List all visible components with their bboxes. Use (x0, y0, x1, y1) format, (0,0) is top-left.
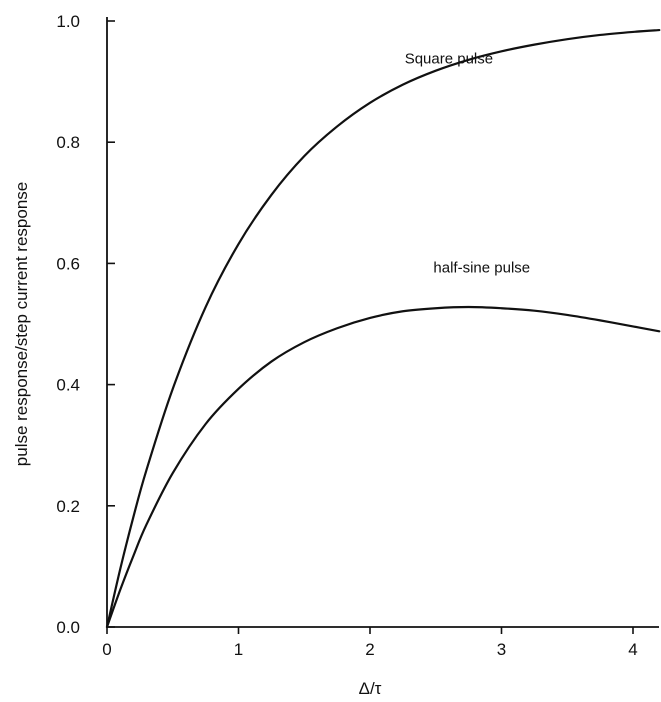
axes (106, 17, 659, 628)
y-tick-label: 0.2 (56, 497, 80, 516)
x-tick-label: 4 (628, 640, 637, 659)
half-sine-pulse-label: half-sine pulse (433, 259, 530, 276)
square-pulse-line (105, 28, 661, 629)
x-tick-label: 3 (497, 640, 506, 659)
x-tick-label: 1 (234, 640, 243, 659)
ticks: 0 1 2 3 4 0.0 0.2 0.4 0.6 0.8 1.0 (56, 12, 637, 659)
x-tick-label: 2 (365, 640, 374, 659)
square-pulse-label: Square pulse (405, 50, 493, 67)
annotations: Square pulse half-sine pulse (405, 50, 530, 276)
x-tick-label: 0 (102, 640, 111, 659)
series-group (105, 28, 661, 629)
y-axis-label: pulse response/step current response (12, 182, 31, 466)
y-tick-label: 0.4 (56, 376, 80, 395)
y-tick-label: 0.0 (56, 618, 80, 637)
y-tick-label: 1.0 (56, 12, 80, 31)
x-axis-label: Δ/τ (359, 679, 382, 698)
y-tick-label: 0.6 (56, 254, 80, 273)
y-tick-label: 0.8 (56, 133, 80, 152)
half-sine-pulse-line (105, 305, 661, 629)
